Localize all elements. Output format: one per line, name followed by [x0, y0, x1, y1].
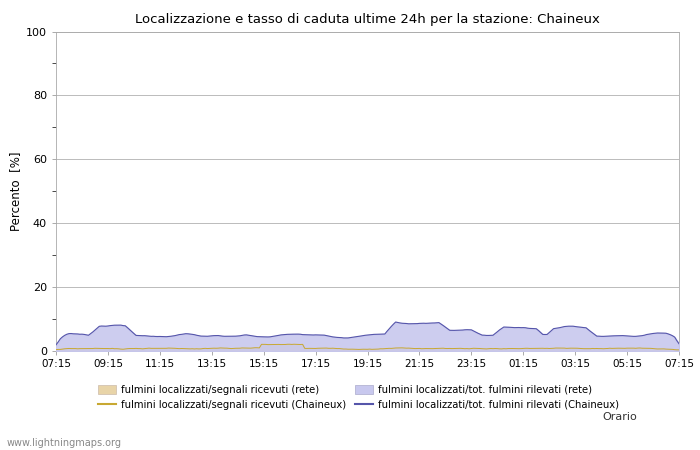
- Text: Orario: Orario: [602, 412, 637, 422]
- Legend: fulmini localizzati/segnali ricevuti (rete), fulmini localizzati/segnali ricevut: fulmini localizzati/segnali ricevuti (re…: [99, 385, 619, 410]
- Title: Localizzazione e tasso di caduta ultime 24h per la stazione: Chaineux: Localizzazione e tasso di caduta ultime …: [135, 13, 600, 26]
- Y-axis label: Percento  [%]: Percento [%]: [9, 152, 22, 231]
- Text: www.lightningmaps.org: www.lightningmaps.org: [7, 438, 122, 448]
